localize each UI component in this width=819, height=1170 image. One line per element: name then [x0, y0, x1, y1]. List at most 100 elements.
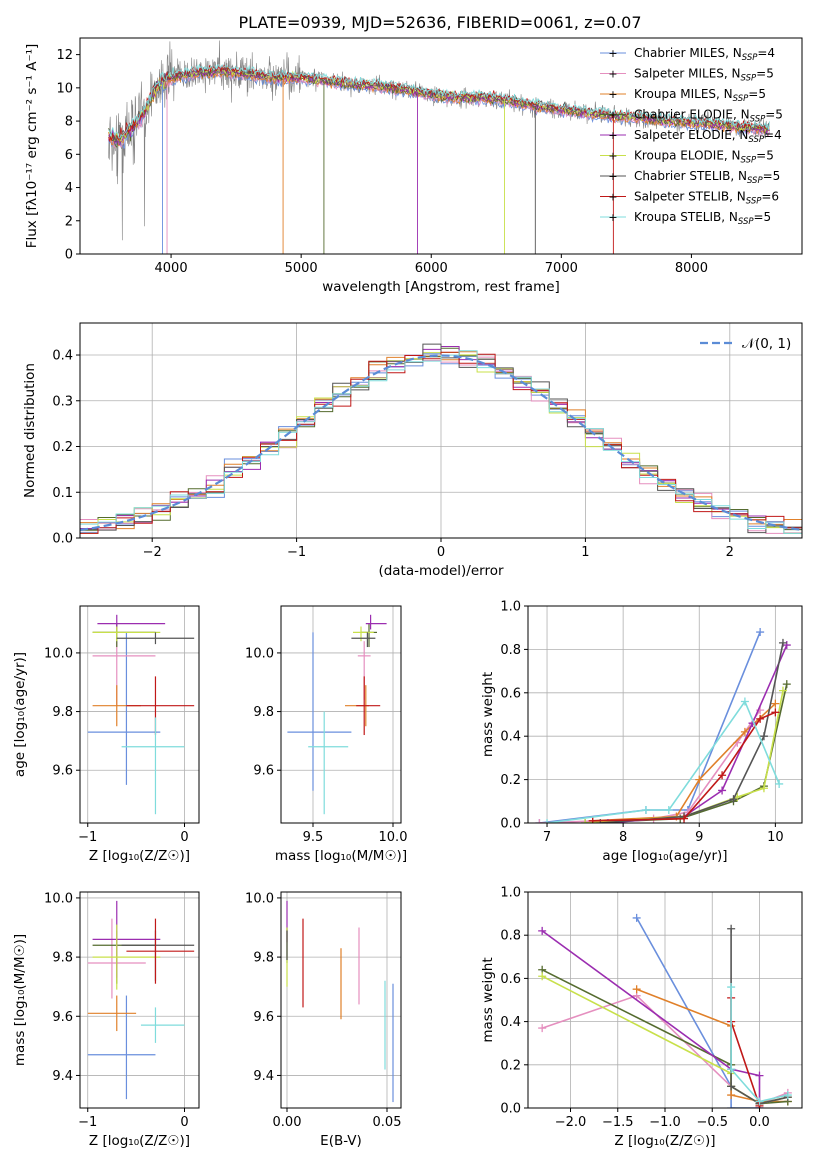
- y-tick-label: 10.0: [245, 646, 274, 661]
- mass-weight-marker: [729, 795, 738, 804]
- errorbar-point-9: [121, 717, 185, 815]
- errorbar-point-8: [126, 918, 195, 984]
- y-tick-label: 0.8: [500, 929, 521, 944]
- mass-weight-marker: [718, 771, 727, 780]
- y-tick-label: 0.0: [500, 1102, 521, 1117]
- x-tick-label: 9.5: [303, 830, 324, 845]
- y-tick-label: 10: [56, 81, 73, 96]
- y-tick-label: 0.8: [500, 643, 521, 658]
- axes-frame: [79, 37, 803, 255]
- axes-frame: [280, 891, 402, 1109]
- legend-subscript: SSP: [741, 156, 757, 166]
- legend-subscript: SSP: [741, 74, 757, 84]
- legend-label-9: Kroupa STELIB, NSSP=5: [634, 210, 771, 227]
- x-tick-label: 0: [437, 545, 445, 560]
- mass-weight-marker: [543, 819, 552, 823]
- legend-marker-5: +: [608, 129, 617, 142]
- y-tick-label: 9.6: [253, 764, 274, 779]
- errorbar-point-9: [308, 711, 349, 815]
- x-tick-label: −1: [78, 1115, 97, 1130]
- x-axis-label: age [log₁₀(age/yr)]: [602, 848, 727, 864]
- y-tick-label: 12: [56, 48, 73, 63]
- errorbar-point-8: [356, 676, 381, 736]
- mass-weight-marker: [778, 638, 787, 647]
- x-tick-label: −2.0: [555, 1115, 587, 1130]
- legend-marker-1: +: [608, 47, 617, 60]
- model-spectrum-9: [108, 63, 770, 139]
- errorbar-point-4: [361, 623, 377, 648]
- y-tick-label: 0.4: [500, 730, 521, 745]
- errorbar-point-7: [121, 930, 195, 981]
- legend-marker-8: +: [608, 191, 617, 204]
- legend-marker-6: +: [608, 150, 617, 163]
- legend-model-name: Chabrier STELIB, N: [634, 169, 747, 183]
- legend-subscript: SSP: [748, 135, 764, 145]
- mass-weight-marker: [535, 819, 544, 823]
- mass-weight-marker: [783, 1091, 792, 1100]
- errorbar-point-1: [87, 632, 161, 785]
- x-tick-label: 4000: [155, 261, 188, 276]
- axes-frame: [527, 605, 803, 824]
- x-tick-label: −1: [287, 545, 306, 560]
- mass-weight-marker: [727, 1065, 736, 1074]
- mass-weight-line-9: [546, 699, 780, 823]
- mass-weight-marker: [755, 1071, 764, 1080]
- x-tick-label: −1: [78, 830, 97, 845]
- mass-weight-line-9: [730, 987, 788, 1103]
- y-tick-label: 9.8: [253, 705, 274, 720]
- legend-model-name: Salpeter MILES, N: [634, 67, 741, 81]
- spectrum-panel: 4000 5000 6000 7000 8000 0 2 4 6 8 10 12 wavelength …: [24, 37, 803, 295]
- errorbar-point-5: [97, 614, 166, 630]
- mass-weight-marker: [632, 985, 641, 994]
- normal-reference-curve: [80, 354, 802, 532]
- legend-nssp-value: =5: [748, 87, 766, 101]
- y-axis-label: mass [log₁₀(M/M☉)]: [12, 934, 28, 1066]
- mass-vs-metallicity-panel: −1 0 9.4 9.6 9.8 10.0 Z [log₁₀(Z/Z☉)] mass [log…: [12, 891, 200, 1149]
- errorbar-point-4: [92, 623, 156, 648]
- y-tick-label: 10.0: [245, 891, 274, 906]
- mass-weight-marker: [718, 786, 727, 795]
- plot-area: [535, 628, 791, 823]
- y-tick-label: 6: [65, 148, 73, 163]
- x-tick-label: 6000: [415, 261, 448, 276]
- y-tick-label: 1.0: [500, 886, 521, 901]
- mass-weight-marker: [778, 686, 787, 695]
- legend-subscript: SSP: [733, 94, 749, 104]
- mass-weight-marker: [771, 708, 780, 717]
- errorbar-point-3: [87, 995, 137, 1032]
- mass-weight-marker: [664, 805, 673, 814]
- legend-label-4: Chabrier ELODIE, NSSP=5: [634, 108, 783, 125]
- legend-nssp-value: =6: [761, 190, 779, 204]
- legend-nssp-value: =5: [756, 67, 774, 81]
- y-tick-label: 0.6: [500, 972, 521, 987]
- legend-marker-2: +: [608, 68, 617, 81]
- legend-label-2: Salpeter MILES, NSSP=5: [634, 67, 774, 84]
- mass-weight-marker: [727, 983, 736, 992]
- x-axis-label: (data-model)/error: [378, 563, 504, 579]
- legend-subscript: SSP: [738, 217, 754, 227]
- errorbar-point-9: [140, 1007, 185, 1043]
- axes-frame: [79, 891, 200, 1109]
- plot-area: [108, 40, 770, 254]
- y-tick-label: 2: [65, 214, 73, 229]
- legend-model-name: Salpeter STELIB, N: [634, 190, 746, 204]
- plot-area: [538, 913, 792, 1108]
- x-tick-label: 7000: [545, 261, 578, 276]
- legend-subscript: SSP: [742, 53, 758, 63]
- mass-weight-marker: [775, 779, 784, 788]
- x-tick-label: 10.0: [379, 830, 408, 845]
- mass-weight-line-3: [592, 703, 776, 822]
- x-axis-label: mass [log₁₀(M/M☉)]: [275, 848, 407, 864]
- errorbar-point-7: [351, 632, 376, 648]
- mass-weight-marker: [581, 819, 590, 823]
- mass-weight-marker: [695, 775, 704, 784]
- axes-frame: [79, 605, 200, 824]
- x-tick-label: 2: [726, 545, 734, 560]
- legend-normal-label: 𝒩(0, 1): [742, 336, 791, 352]
- x-tick-label: 8: [619, 830, 627, 845]
- y-tick-label: 1.0: [500, 600, 521, 615]
- x-tick-label: 7: [543, 830, 551, 845]
- mass-weight-marker: [727, 1091, 736, 1100]
- legend-label-8: Salpeter STELIB, NSSP=6: [634, 190, 779, 207]
- legend-marker-4: +: [608, 109, 617, 122]
